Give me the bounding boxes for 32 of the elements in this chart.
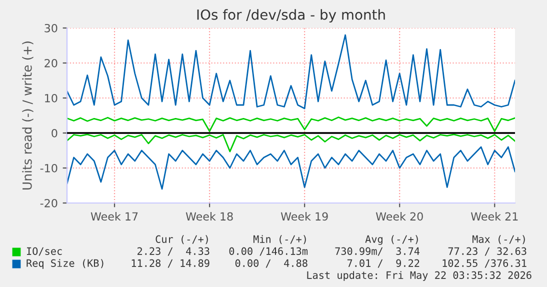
text: 0.00 / 4.88 [235,259,308,268]
text: 730.99m/ 3.74 [335,247,420,256]
y-tick-label: -10 [40,164,58,172]
x-tick-label: Week 20 [376,212,423,221]
text: Last update: Fri May 22 03:35:32 2026 [307,271,532,281]
text: 102.55 /376.31 [442,259,526,268]
text: 7.01 / 9.22 [347,259,420,268]
line-series [67,146,515,190]
text: 0.00 /146.13m [229,247,308,256]
chart-title: IOs for /dev/sda - by month [197,9,385,23]
line-series [67,116,515,132]
text: Avg (-/+) [365,235,418,245]
y-tick-label: -20 [40,198,58,208]
text: Cur (-/+) [156,235,208,244]
text: 2.23 / 4.33 [138,247,210,256]
line-series [67,34,515,110]
x-tick-label: Week 21 [470,212,518,221]
text: Min (-/+) [253,235,306,244]
x-tick-label: Week 17 [90,212,138,221]
y-axis-title: Units read (-) / write (+) [22,42,34,190]
legend-label: Req Size (KB) [26,259,104,269]
x-tick-label: Week 19 [280,212,328,221]
line-series [67,134,515,152]
y-tick-label: 20 [44,58,58,68]
text: 77.23 / 32.63 [448,247,526,256]
y-tick-label: 30 [44,24,58,32]
y-tick-label: 10 [45,94,58,102]
y-tick-label: 0 [52,128,58,138]
text: 11.28 / 14.89 [132,259,210,268]
text: Max (-/+) [472,235,525,244]
x-tick-label: Week 18 [186,212,233,221]
legend-label: IO/sec [26,247,62,256]
